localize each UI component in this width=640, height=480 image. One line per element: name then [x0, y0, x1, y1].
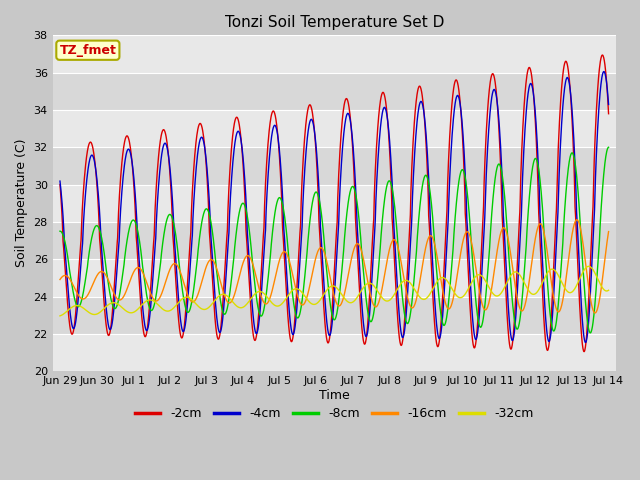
-2cm	[280, 244, 287, 250]
Bar	[52, 297, 616, 334]
-2cm	[173, 298, 181, 303]
-16cm	[605, 228, 612, 234]
Bar	[52, 72, 616, 110]
Y-axis label: Soil Temperature (C): Soil Temperature (C)	[15, 139, 28, 267]
-16cm	[573, 217, 580, 223]
Line: -8cm: -8cm	[60, 147, 609, 333]
Bar	[52, 36, 616, 72]
-32cm	[261, 292, 269, 298]
Line: -2cm: -2cm	[60, 55, 609, 352]
Text: TZ_fmet: TZ_fmet	[60, 44, 116, 57]
-2cm	[431, 319, 438, 325]
Line: -16cm: -16cm	[60, 220, 609, 313]
-8cm	[88, 237, 95, 242]
Legend: -2cm, -4cm, -8cm, -16cm, -32cm: -2cm, -4cm, -8cm, -16cm, -32cm	[130, 402, 538, 425]
Bar	[52, 222, 616, 259]
-8cm	[586, 330, 594, 336]
-32cm	[431, 283, 438, 289]
-16cm	[173, 262, 181, 268]
-16cm	[56, 276, 64, 282]
-32cm	[88, 311, 95, 317]
-32cm	[280, 299, 287, 304]
-4cm	[56, 178, 64, 184]
-4cm	[261, 231, 269, 237]
Line: -32cm: -32cm	[60, 266, 609, 316]
-4cm	[582, 339, 589, 345]
-2cm	[605, 111, 612, 117]
-8cm	[56, 228, 64, 234]
Bar	[52, 334, 616, 371]
-16cm	[261, 301, 269, 307]
-16cm	[283, 251, 291, 256]
-2cm	[283, 293, 291, 299]
-32cm	[173, 301, 181, 307]
-8cm	[280, 208, 287, 214]
Bar	[52, 259, 616, 297]
-32cm	[605, 288, 612, 293]
-32cm	[283, 295, 291, 300]
-2cm	[580, 349, 588, 355]
-32cm	[56, 313, 64, 319]
-16cm	[280, 249, 287, 254]
Bar	[52, 185, 616, 222]
-4cm	[280, 226, 287, 232]
-4cm	[173, 276, 181, 281]
Title: Tonzi Soil Temperature Set D: Tonzi Soil Temperature Set D	[225, 15, 444, 30]
-16cm	[431, 240, 438, 246]
-8cm	[261, 299, 269, 305]
-32cm	[585, 264, 593, 269]
-8cm	[283, 230, 291, 236]
Bar	[52, 147, 616, 185]
-2cm	[88, 140, 95, 146]
-4cm	[605, 102, 612, 108]
Line: -4cm: -4cm	[60, 72, 609, 342]
-8cm	[173, 242, 181, 248]
-4cm	[283, 269, 291, 275]
Bar	[52, 110, 616, 147]
-16cm	[88, 285, 95, 290]
-2cm	[598, 52, 606, 58]
-8cm	[605, 144, 612, 150]
-4cm	[88, 153, 95, 158]
X-axis label: Time: Time	[319, 389, 349, 402]
-4cm	[600, 69, 608, 74]
-4cm	[431, 293, 438, 299]
-16cm	[591, 310, 599, 316]
-2cm	[261, 187, 269, 193]
-2cm	[56, 182, 64, 188]
-8cm	[431, 239, 438, 244]
